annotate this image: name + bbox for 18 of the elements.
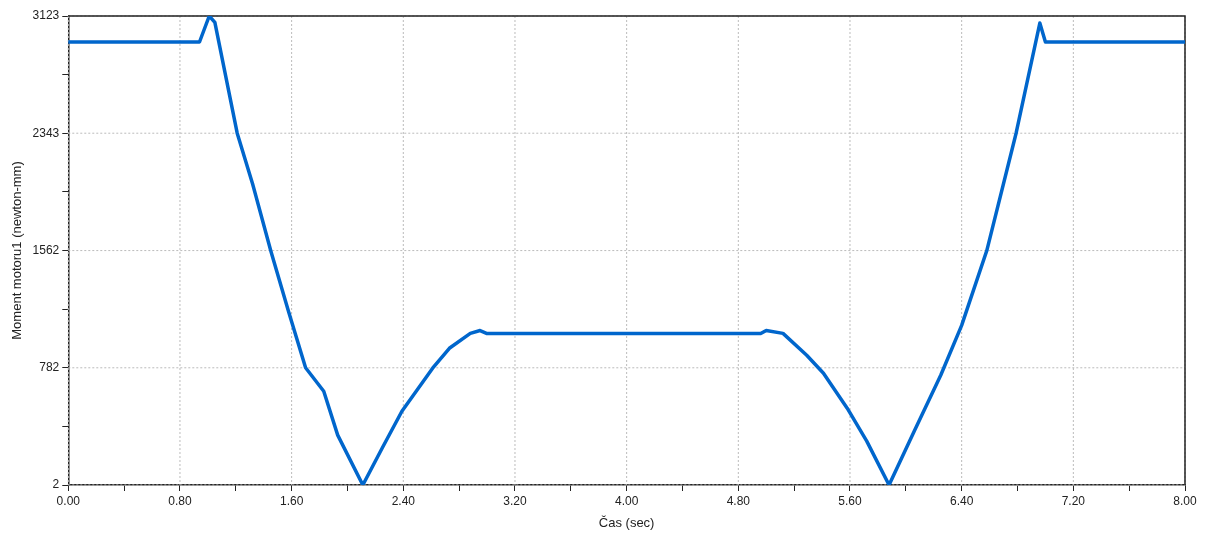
x-tick-label: 3.20 (503, 493, 527, 508)
y-tick-label: 3123 (32, 8, 60, 23)
y-tick-label: 2 (52, 477, 60, 492)
x-tick-label: 8.00 (1173, 493, 1197, 508)
y-axis-title: Moment motoru1 (newton-mm) (9, 161, 25, 340)
x-axis-title: Čas (sec) (598, 514, 655, 530)
x-tick-label: 7.20 (1061, 493, 1086, 508)
x-tick-label: 5.60 (838, 493, 862, 508)
x-tick-label: 1.60 (279, 493, 304, 508)
y-tick-label: 1562 (32, 242, 60, 257)
x-tick-label: 6.40 (949, 493, 974, 508)
x-tick-label: 4.00 (614, 493, 639, 508)
x-tick-label: 4.80 (726, 493, 751, 508)
y-tick-label: 2343 (32, 125, 60, 140)
y-tick-label: 782 (39, 360, 60, 375)
x-tick-label: 0.80 (168, 493, 192, 508)
x-tick-label: 2.40 (391, 493, 416, 508)
x-tick-label: 0.00 (56, 493, 81, 508)
